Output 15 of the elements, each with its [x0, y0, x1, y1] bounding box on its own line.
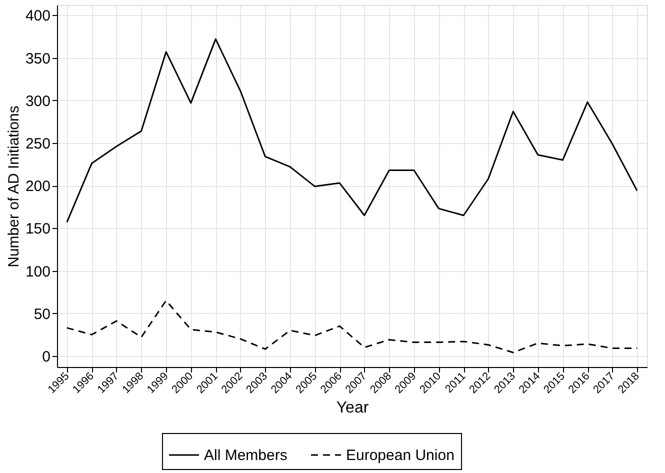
- y-tick-label: 350: [25, 50, 50, 68]
- line-series: [66, 300, 638, 354]
- legend-label: European Union: [346, 447, 454, 464]
- y-tick-label: 200: [25, 178, 50, 196]
- y-tick-label: 250: [25, 135, 50, 152]
- y-tick-label: 50: [34, 306, 50, 323]
- legend-label: All Members: [204, 447, 288, 464]
- y-tick-label: 100: [25, 263, 50, 280]
- line-series: [66, 38, 638, 223]
- y-tick-label: 400: [25, 8, 50, 25]
- y-tick-label: 150: [25, 220, 50, 238]
- y-axis-title: Number of AD Initiations: [5, 106, 22, 268]
- x-axis-title: Year: [336, 399, 370, 416]
- y-tick-label: 300: [25, 92, 50, 110]
- y-tick-label: 0: [42, 348, 50, 366]
